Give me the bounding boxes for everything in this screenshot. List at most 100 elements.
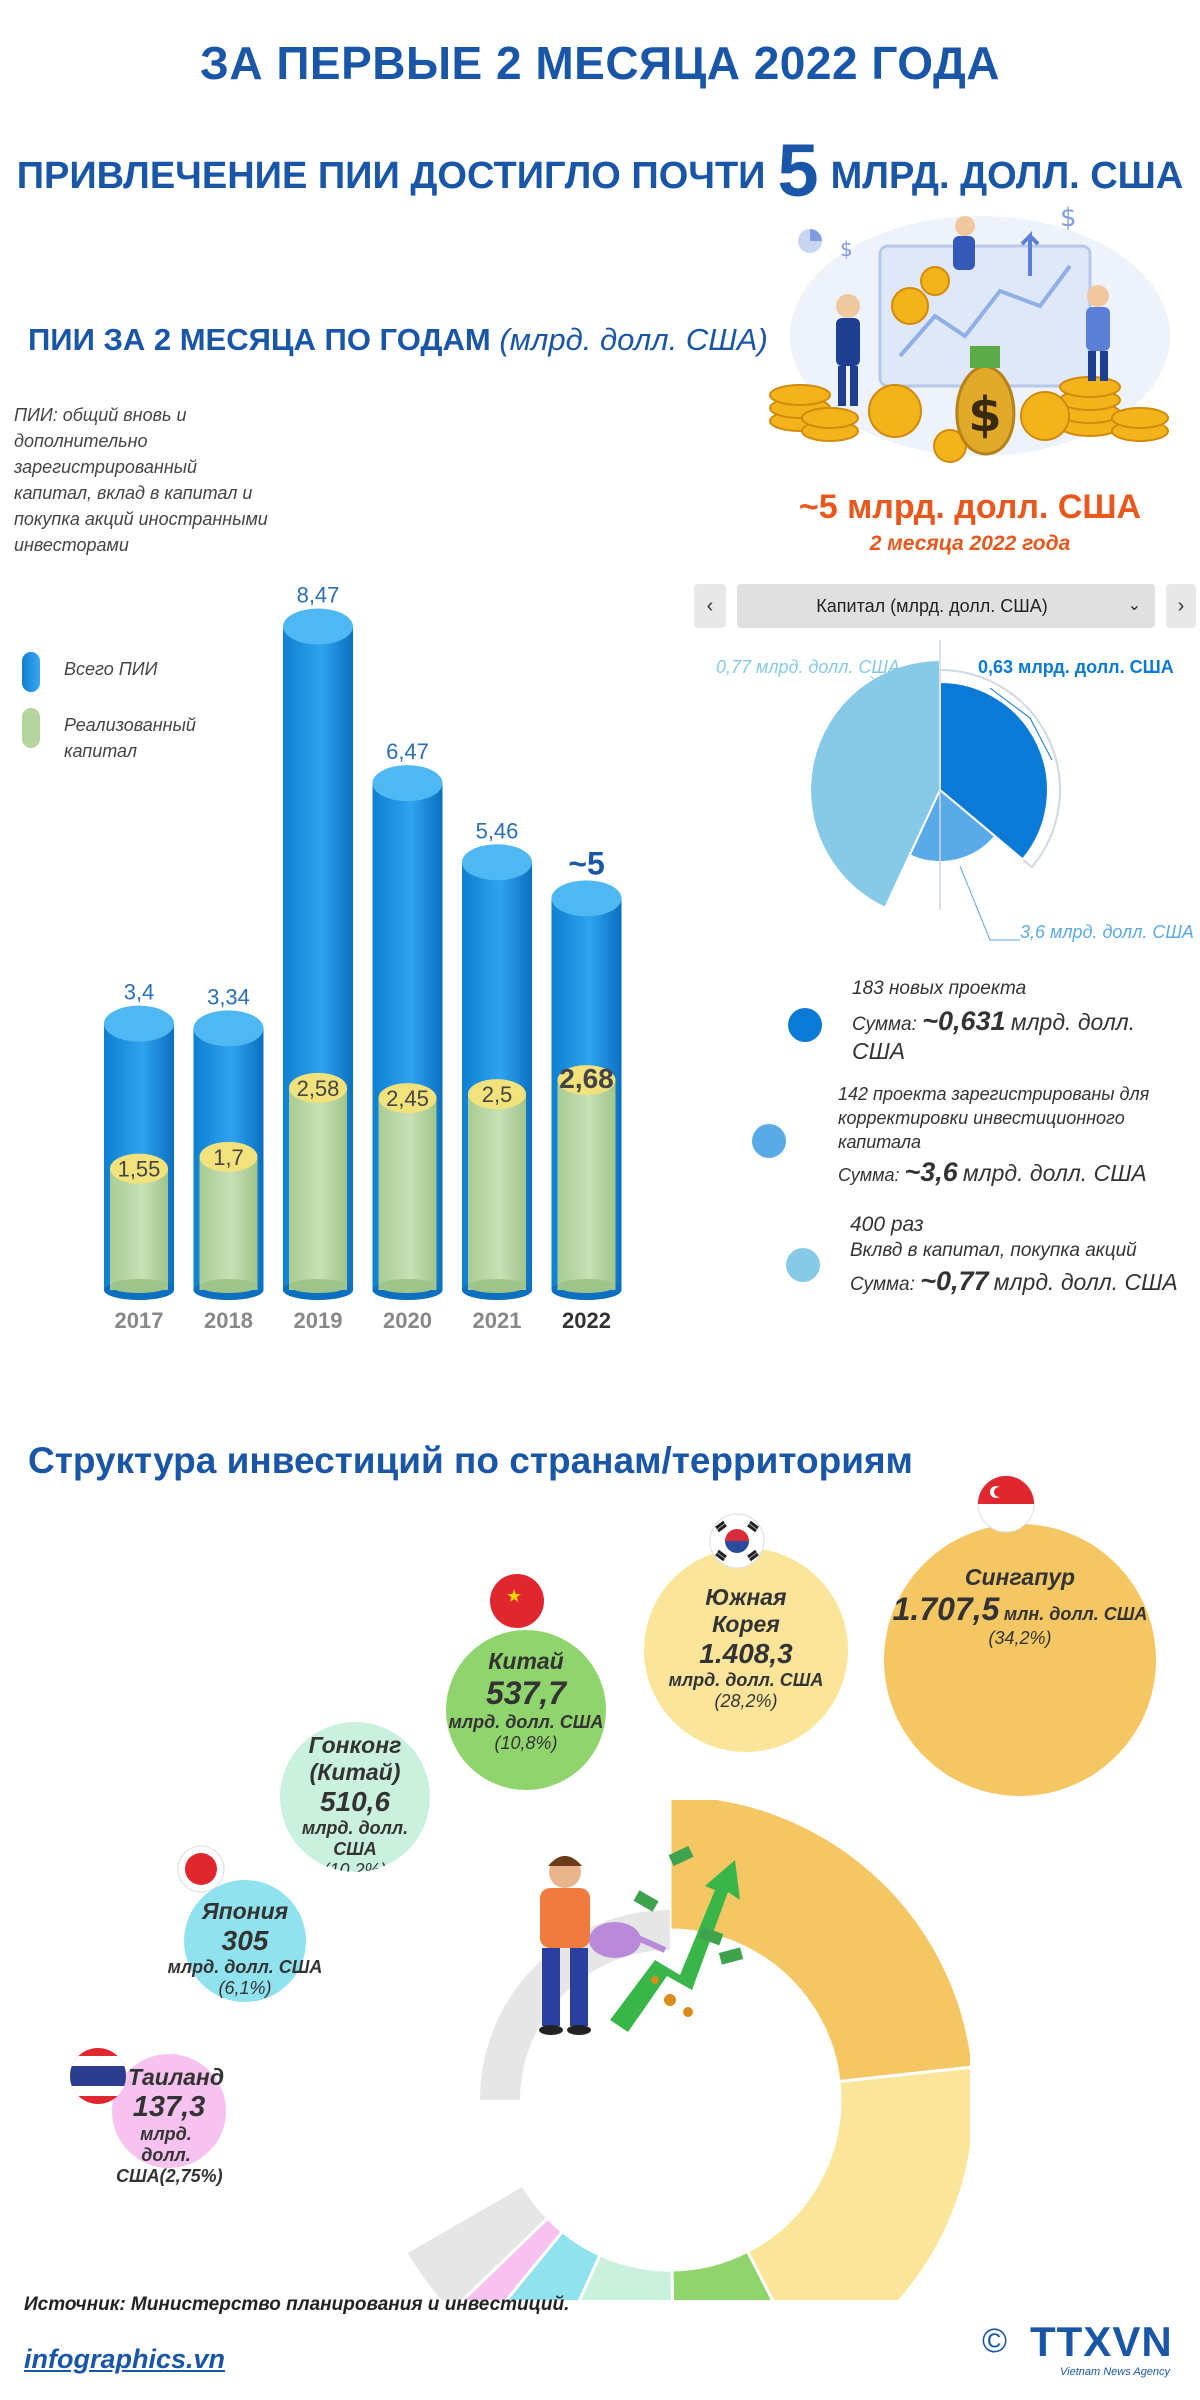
legend-adjusted-line1: 142 проекта зарегистрированы для коррект… — [838, 1084, 1150, 1152]
legend-dot-new — [788, 1008, 822, 1042]
subtitle-pre: ПРИВЛЕЧЕНИЕ ПИИ ДОСТИГЛО ПОЧТИ — [16, 155, 766, 197]
legend-equity-line2: Вклвд в капитал, покупка акций — [850, 1240, 1137, 1261]
ttxvn-logo-sub: Vietnam News Agency — [1060, 2366, 1171, 2378]
legend-new-line1: 183 новых проекта — [852, 978, 1027, 999]
chevron-down-icon: ⌄ — [1127, 597, 1141, 614]
singapore-flag-icon — [977, 1475, 1035, 1533]
bar-section-title-unit: (млрд. долл. США) — [499, 322, 768, 357]
copyright-icon: © — [982, 2322, 1008, 2360]
x-tick-2017: 2017 — [115, 1308, 164, 1333]
capital-select[interactable]: Капитал (млрд. долл. США) ⌄ — [737, 584, 1155, 628]
legend-equity: 400 раз Вклвд в капитал, покупка акций С… — [850, 1212, 1180, 1298]
page-title: ЗА ПЕРВЫЕ 2 МЕСЯЦА 2022 ГОДА — [200, 37, 1000, 89]
bar-realized-2021 — [468, 1094, 526, 1290]
legend-label-total: Всего ПИИ — [64, 659, 158, 679]
legend-equity-sum-value: ~0,77 — [920, 1266, 989, 1296]
summary-period: 2 месяца 2022 года — [869, 532, 1071, 555]
bubble-china-pct: (10,8%) — [494, 1733, 558, 1753]
bar-realized-2022 — [557, 1080, 616, 1290]
bar-realized-2018 — [199, 1156, 258, 1290]
south-korea-flag-icon — [709, 1513, 765, 1569]
bar-realized-label-2020: 2,45 — [386, 1086, 429, 1111]
capital-pie-chart — [809, 640, 1061, 941]
bubble-korea-unit: млрд. долл. США — [668, 1670, 824, 1690]
bar-total-label-2019: 8,47 — [297, 583, 340, 608]
bubble-hongkong-pct: (10,2%) — [323, 1860, 387, 1872]
bar-realized-2020 — [378, 1098, 437, 1290]
legend-adjusted-sum-label: Сумма: — [838, 1165, 900, 1185]
bubble-hongkong-unit: млрд. долл. США — [301, 1818, 409, 1859]
x-tick-2021: 2021 — [473, 1308, 522, 1333]
site-link[interactable]: infographics.vn — [24, 2344, 226, 2374]
bar-realized-label-2019: 2,58 — [297, 1076, 340, 1101]
legend-adjusted: 142 проекта зарегистрированы для коррект… — [838, 1082, 1188, 1187]
bar-top-2017 — [104, 1005, 174, 1042]
bar-realized-base-2022 — [557, 1279, 616, 1293]
ring-china — [670, 2249, 775, 2300]
bubble-korea-value: 1.408,3 — [699, 1638, 793, 1669]
bar-total-label-2021: 5,46 — [476, 818, 519, 843]
investors-illustration: $ $ $ — [769, 203, 1170, 463]
next-button[interactable]: › — [1166, 584, 1196, 628]
ring-south-korea — [745, 2065, 970, 2300]
bubble-japan: Япония 305 млрд. долл. США (6,1%) — [168, 1880, 322, 2002]
bubble-china: Китай 537,7 млрд. долл. США (10,8%) — [446, 1630, 606, 1790]
pie-label-new-projects: 0,63 млрд. долл. США — [978, 657, 1174, 677]
bar-top-2018 — [193, 1010, 264, 1047]
bar-realized-base-2017 — [110, 1279, 168, 1293]
x-tick-2018: 2018 — [204, 1308, 253, 1333]
bubble-singapore: Сингапур 1.707,5 млн. долл. США (34,2%) — [884, 1524, 1156, 1796]
bubble-china-value: 537,7 — [485, 1675, 567, 1711]
bar-top-2019 — [283, 608, 353, 645]
pie-label-adjusted: 3,6 млрд. долл. США — [1020, 922, 1194, 942]
svg-text:$: $ — [840, 237, 853, 261]
ring-hongkong — [577, 2252, 674, 2300]
pie-slice-equity — [809, 658, 941, 910]
bubble-singapore-value: 1.707,5 — [892, 1591, 1000, 1627]
legend-swatch-total — [22, 652, 40, 692]
bubble-china-unit: млрд. долл. США — [448, 1712, 604, 1732]
bar-realized-label-2022: 2,68 — [559, 1063, 614, 1094]
prev-button[interactable]: ‹ — [694, 584, 726, 628]
bar-realized-top-2020 — [378, 1083, 437, 1114]
legend-equity-line1: 400 раз — [850, 1213, 924, 1236]
bubble-japan-name: Япония — [201, 1898, 289, 1924]
bar-realized-top-2018 — [199, 1141, 258, 1172]
bubble-south-korea: Южная Корея 1.408,3 млрд. долл. США (28,… — [644, 1548, 848, 1752]
pie-slice-new-projects-outline — [939, 668, 1061, 869]
pie-slice-new-projects — [939, 680, 1049, 861]
bubble-korea-name: Южная Корея — [705, 1584, 787, 1637]
x-tick-2022: 2022 — [562, 1308, 611, 1333]
bubble-thailand: Таиланд 137,3 млрд. долл. США(2,75%) — [112, 2054, 226, 2186]
bar-top-2021 — [462, 844, 532, 881]
thailand-flag-icon — [70, 2048, 126, 2104]
bubble-hongkong-value: 510,6 — [319, 1786, 391, 1817]
legend-new-sum-label: Сумма: — [852, 1014, 917, 1035]
legend-new-projects: 183 новых проекта Сумма: ~0,631 млрд. до… — [852, 976, 1182, 1067]
bar-top-2020 — [372, 765, 443, 802]
bar-realized-label-2018: 1,7 — [213, 1145, 244, 1170]
bubble-china-name: Китай — [488, 1648, 564, 1674]
bar-realized-label-2021: 2,5 — [482, 1082, 513, 1107]
ttxvn-logo: TTXVN — [1030, 2318, 1173, 2365]
bar-total-label-2020: 6,47 — [386, 739, 429, 764]
bar-realized-base-2018 — [199, 1279, 258, 1293]
bar-section-title-main: ПИИ ЗА 2 МЕСЯЦА ПО ГОДАМ — [28, 322, 491, 357]
bubble-thailand-value: 137,3 — [132, 2091, 206, 2123]
pie-label-equity: 0,77 млрд. долл. США — [716, 657, 900, 677]
legend-new-sum-unit: млрд. долл. США — [852, 1009, 1136, 1064]
svg-text:$: $ — [1060, 203, 1077, 233]
bar-realized-top-2022 — [557, 1065, 616, 1096]
country-section-title: Структура инвестиций по странам/территор… — [28, 1440, 913, 1481]
bar-realized-base-2020 — [378, 1279, 437, 1293]
bubble-japan-pct: (6,1%) — [218, 1978, 272, 1998]
bubble-japan-value: 305 — [221, 1925, 269, 1956]
legend-dot-adjusted — [752, 1124, 786, 1158]
china-flag-icon: ★ — [490, 1574, 544, 1628]
country-ring-chart — [403, 1800, 970, 2300]
svg-text:$: $ — [968, 387, 1001, 443]
legend-dot-equity — [786, 1248, 820, 1282]
bar-realized-top-2017 — [110, 1153, 168, 1184]
bar-total-label-2018: 3,34 — [207, 984, 250, 1009]
bar-section-title: ПИИ ЗА 2 МЕСЯЦА ПО ГОДАМ (млрд. долл. СШ… — [28, 322, 768, 358]
